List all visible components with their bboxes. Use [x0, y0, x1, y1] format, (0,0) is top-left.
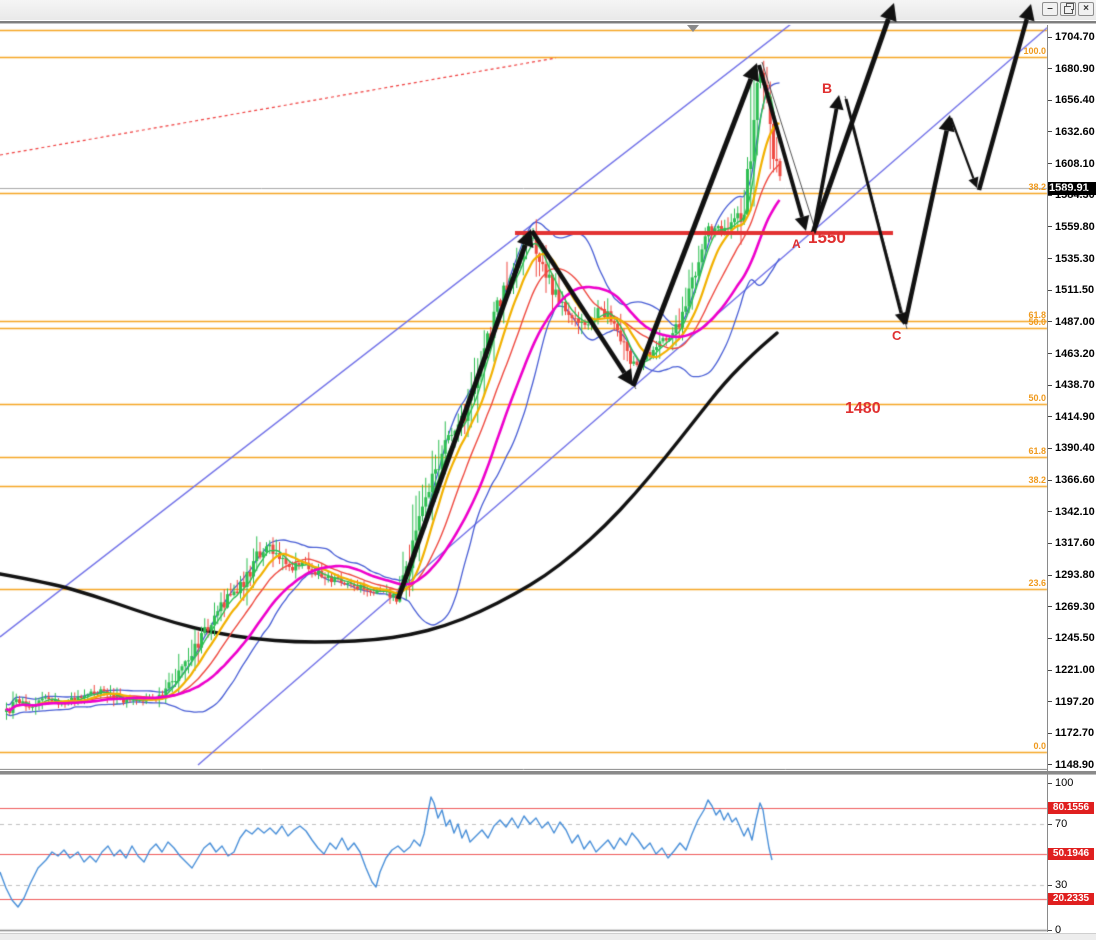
fib-level-label: 38.2	[1028, 182, 1046, 192]
price-axis-tick	[1048, 163, 1052, 165]
annotation-text: A	[792, 237, 801, 251]
indicator-axis-tick	[1048, 823, 1052, 825]
close-icon: ×	[1083, 3, 1089, 14]
price-axis-label: 1221.00	[1055, 664, 1095, 676]
price-axis-tick	[1048, 321, 1052, 323]
price-axis-label: 1463.20	[1055, 347, 1095, 360]
status-strip	[0, 933, 1096, 940]
price-axis-label: 1511.50	[1055, 284, 1095, 297]
indicator-axis-label: 70	[1055, 818, 1068, 830]
price-axis: 1589.91 1704.70 1680.90 1656.40 1632.60 1608…	[1047, 25, 1096, 771]
fib-level-label: 50.0	[1028, 393, 1046, 403]
price-axis-tick	[1048, 479, 1052, 481]
minimize-icon: –	[1047, 3, 1053, 14]
price-axis-tick	[1048, 669, 1052, 671]
price-axis-label: 1366.60	[1055, 474, 1095, 487]
restore-button[interactable]	[1060, 2, 1076, 16]
price-axis-tick	[1048, 701, 1052, 703]
price-axis-tick	[1048, 194, 1052, 196]
fib-level-label: 61.8	[1028, 446, 1046, 456]
price-axis-tick	[1048, 258, 1052, 260]
price-axis-label: 1656.40	[1055, 94, 1095, 107]
price-axis-tick	[1048, 416, 1052, 418]
price-axis-label: 1414.90	[1055, 410, 1095, 423]
indicator-axis: 100 70 30 0 80.1556 50.1946 20.2335	[1047, 777, 1096, 936]
indicator-level-tag: 50.1946	[1048, 848, 1094, 860]
price-axis-label: 1342.10	[1055, 505, 1095, 518]
annotation-text: 1480	[845, 400, 881, 417]
fib-level-label: 50.0	[1028, 317, 1046, 327]
indicator-axis-tick	[1048, 929, 1052, 931]
fib-level-label: 0.0	[1033, 741, 1046, 751]
chart-top-marker-icon	[687, 25, 699, 32]
indicator-canvas[interactable]	[0, 777, 1048, 933]
price-axis-tick	[1048, 99, 1052, 101]
price-axis-label: 1680.90	[1055, 62, 1095, 75]
indicator-axis-tick	[1048, 884, 1052, 886]
price-axis-tick	[1048, 542, 1052, 544]
fib-level-label: 100.0	[1023, 46, 1046, 56]
price-axis-tick	[1048, 447, 1052, 449]
price-axis-tick	[1048, 511, 1052, 513]
price-axis-tick	[1048, 637, 1052, 639]
indicator-axis-label: 0	[1055, 924, 1062, 936]
price-axis-label: 1438.70	[1055, 379, 1095, 392]
price-axis-tick	[1048, 764, 1052, 766]
indicator-level-tag: 80.1556	[1048, 802, 1094, 814]
price-axis-tick	[1048, 353, 1052, 354]
price-axis-label: 1608.10	[1055, 157, 1095, 170]
price-axis-label: 1704.70	[1055, 31, 1095, 43]
price-axis-label: 1632.60	[1055, 125, 1095, 138]
price-axis-tick	[1048, 574, 1052, 576]
fib-level-label: 61.8	[1028, 310, 1046, 320]
indicator-axis-label: 30	[1055, 879, 1068, 891]
indicator-axis-tick	[1048, 782, 1052, 784]
annotation-text: 1550	[808, 228, 846, 247]
price-axis-label: 1487.00	[1055, 315, 1095, 328]
price-axis-label: 1559.80	[1055, 220, 1095, 233]
current-price-tag: 1589.91	[1048, 182, 1096, 195]
price-axis-label: 1293.80	[1055, 569, 1095, 582]
main-chart-canvas[interactable]	[0, 0, 1048, 770]
price-axis-label: 1535.30	[1055, 252, 1095, 265]
annotation-text: B	[822, 80, 833, 96]
price-axis-label: 1197.20	[1055, 695, 1095, 708]
price-axis-tick	[1048, 68, 1052, 70]
price-axis-tick	[1048, 131, 1052, 133]
indicator-level-tag: 20.2335	[1048, 893, 1094, 905]
fib-level-label: 23.6	[1028, 578, 1046, 588]
price-axis-label: 1584.30	[1055, 189, 1095, 202]
price-axis-tick	[1048, 732, 1052, 734]
price-axis-label: 1172.70	[1055, 727, 1095, 740]
close-button[interactable]: ×	[1078, 2, 1094, 16]
price-axis-tick	[1048, 226, 1052, 228]
price-axis-tick	[1048, 289, 1052, 291]
window-controls: – ×	[1042, 2, 1094, 16]
price-axis-label: 1269.30	[1055, 600, 1095, 613]
annotation-text: C	[892, 328, 902, 343]
price-axis-label: 1317.60	[1055, 537, 1095, 550]
indicator-axis-label: 100	[1055, 777, 1074, 789]
axis-separator	[1047, 25, 1048, 932]
price-axis-label: 1245.50	[1055, 632, 1095, 645]
price-axis-tick	[1048, 384, 1052, 386]
panel-divider-mid	[0, 770, 1096, 777]
price-axis-tick	[1048, 606, 1052, 608]
restore-icon	[1063, 3, 1074, 14]
price-axis-label: 1390.40	[1055, 442, 1095, 455]
price-axis-label: 1148.90	[1055, 758, 1095, 771]
fib-level-label: 38.2	[1028, 475, 1046, 485]
price-axis-tick	[1048, 36, 1052, 38]
